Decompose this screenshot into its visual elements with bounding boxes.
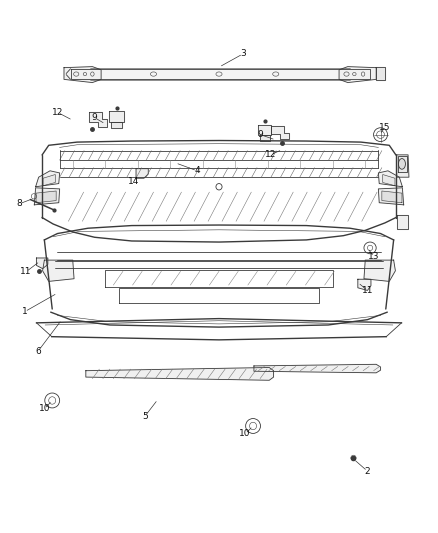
Polygon shape <box>258 125 272 135</box>
Polygon shape <box>382 191 402 203</box>
Polygon shape <box>64 67 101 83</box>
Polygon shape <box>254 365 381 373</box>
Text: 11: 11 <box>362 286 373 295</box>
Ellipse shape <box>351 455 356 461</box>
Polygon shape <box>397 215 408 229</box>
Polygon shape <box>358 279 371 290</box>
Text: 9: 9 <box>258 130 263 139</box>
Polygon shape <box>111 122 122 128</box>
Text: 4: 4 <box>194 166 200 175</box>
Polygon shape <box>398 156 407 172</box>
Text: 5: 5 <box>142 412 148 421</box>
Text: 11: 11 <box>20 268 32 276</box>
Text: 13: 13 <box>368 253 380 261</box>
Polygon shape <box>397 155 409 177</box>
Text: 15: 15 <box>379 123 391 132</box>
Text: 8: 8 <box>17 199 22 208</box>
Polygon shape <box>376 67 385 80</box>
Text: 3: 3 <box>240 50 246 58</box>
Text: 10: 10 <box>240 430 251 439</box>
Polygon shape <box>272 126 289 140</box>
Polygon shape <box>364 260 396 281</box>
Polygon shape <box>36 191 56 203</box>
Polygon shape <box>109 111 124 122</box>
Polygon shape <box>43 174 55 185</box>
Text: 12: 12 <box>265 150 276 159</box>
Text: 14: 14 <box>128 177 140 186</box>
Polygon shape <box>136 168 148 178</box>
Text: 1: 1 <box>22 307 28 316</box>
Text: 2: 2 <box>365 467 370 475</box>
Polygon shape <box>34 188 60 205</box>
Polygon shape <box>339 67 376 83</box>
Polygon shape <box>260 135 270 141</box>
Text: 10: 10 <box>39 405 50 414</box>
Polygon shape <box>71 69 370 79</box>
Polygon shape <box>378 188 404 205</box>
Polygon shape <box>35 171 60 187</box>
Polygon shape <box>378 171 403 187</box>
Polygon shape <box>89 112 107 127</box>
Text: 12: 12 <box>52 108 63 117</box>
Text: 9: 9 <box>92 113 97 122</box>
Polygon shape <box>42 260 74 281</box>
Polygon shape <box>36 258 48 269</box>
Ellipse shape <box>399 159 406 169</box>
Text: 6: 6 <box>35 347 41 356</box>
Polygon shape <box>383 174 395 185</box>
Polygon shape <box>86 368 274 380</box>
